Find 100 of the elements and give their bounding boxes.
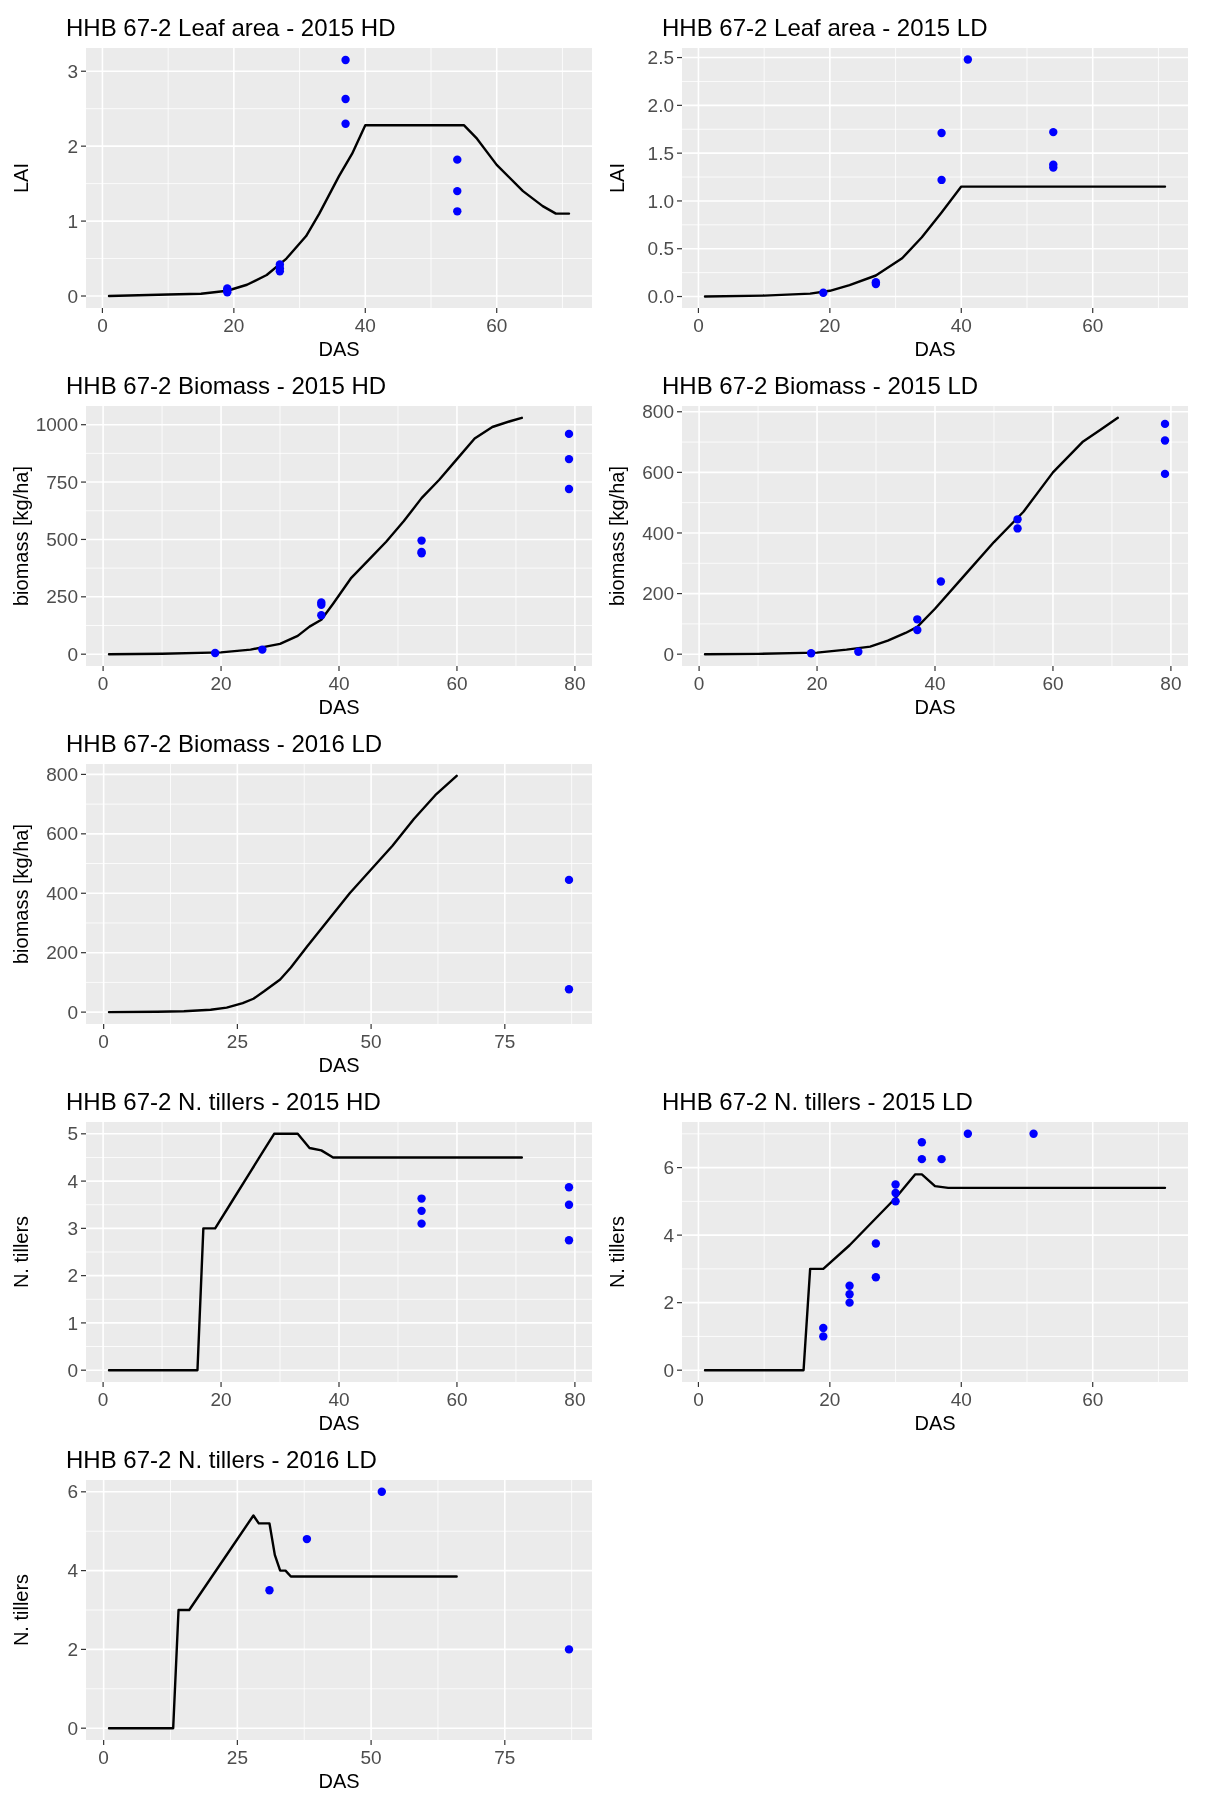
x-axis-title: DAS bbox=[914, 1412, 956, 1434]
x-tick-label: 60 bbox=[446, 673, 468, 694]
x-tick-label: 60 bbox=[1082, 315, 1104, 336]
point bbox=[845, 1281, 854, 1290]
point bbox=[210, 648, 220, 658]
point bbox=[937, 1154, 946, 1164]
y-tick-label: 5 bbox=[67, 1123, 78, 1145]
y-tick-label: 600 bbox=[46, 823, 78, 845]
point bbox=[417, 536, 426, 545]
x-tick-label: 0 bbox=[98, 1031, 109, 1052]
point bbox=[917, 1138, 927, 1147]
y-tick-label: 400 bbox=[46, 882, 78, 904]
point bbox=[891, 1180, 900, 1189]
y-tick-label: 800 bbox=[642, 401, 674, 423]
x-axis-title: DAS bbox=[914, 696, 956, 718]
point bbox=[1160, 419, 1170, 429]
y-tick-label: 500 bbox=[46, 529, 78, 551]
x-tick-label: 25 bbox=[226, 1747, 248, 1768]
x-tick-label: 50 bbox=[360, 1031, 382, 1052]
point bbox=[819, 288, 828, 297]
x-tick-label: 80 bbox=[1160, 673, 1182, 694]
point bbox=[453, 155, 462, 164]
y-tick-label: 2 bbox=[663, 1292, 674, 1314]
chart-title: HHB 67-2 Leaf area - 2015 HD bbox=[66, 14, 396, 41]
x-tick-label: 75 bbox=[494, 1031, 516, 1052]
point bbox=[417, 1194, 426, 1203]
chart-title: HHB 67-2 N. tillers - 2016 LD bbox=[66, 1446, 377, 1473]
x-tick-label: 60 bbox=[446, 1389, 468, 1410]
point bbox=[819, 1323, 828, 1333]
point bbox=[564, 1645, 574, 1654]
point bbox=[453, 207, 462, 216]
y-tick-label: 400 bbox=[642, 522, 674, 544]
point bbox=[806, 649, 816, 658]
y-tick-label: 2 bbox=[67, 1265, 78, 1287]
x-tick-label: 60 bbox=[1082, 1389, 1104, 1410]
point bbox=[917, 1154, 927, 1164]
point bbox=[341, 55, 350, 65]
line-series bbox=[107, 1514, 458, 1730]
point bbox=[871, 1239, 881, 1248]
x-axis-title: DAS bbox=[318, 696, 360, 718]
point bbox=[564, 1200, 574, 1209]
y-tick-label: 3 bbox=[67, 60, 78, 82]
y-tick-label: 6 bbox=[663, 1157, 674, 1179]
point bbox=[1029, 1129, 1038, 1139]
line-series bbox=[107, 123, 571, 298]
chart-title: HHB 67-2 Biomass - 2015 HD bbox=[66, 372, 387, 399]
point bbox=[819, 1332, 828, 1341]
x-tick-label: 40 bbox=[924, 673, 946, 694]
y-tick-label: 1.0 bbox=[647, 190, 674, 212]
chart-title: HHB 67-2 N. tillers - 2015 HD bbox=[66, 1088, 381, 1115]
y-tick-label: 1.5 bbox=[647, 142, 674, 164]
y-tick-label: 0 bbox=[663, 1359, 674, 1381]
point bbox=[936, 577, 946, 586]
point bbox=[564, 454, 574, 464]
x-tick-label: 20 bbox=[819, 1389, 841, 1410]
y-axis-title: biomass [kg/ha] bbox=[10, 465, 32, 607]
x-axis-title: DAS bbox=[318, 1770, 360, 1792]
point bbox=[417, 1219, 426, 1228]
chart-title: HHB 67-2 Biomass - 2015 LD bbox=[662, 372, 979, 399]
x-tick-label: 75 bbox=[494, 1747, 516, 1768]
x-tick-label: 20 bbox=[819, 315, 841, 336]
point bbox=[258, 645, 267, 654]
y-tick-label: 3 bbox=[67, 1218, 78, 1240]
y-axis-title: LAI bbox=[606, 162, 628, 194]
y-tick-label: 0 bbox=[67, 285, 78, 307]
y-tick-label: 1 bbox=[67, 210, 78, 232]
x-tick-label: 60 bbox=[1042, 673, 1064, 694]
x-tick-label: 60 bbox=[486, 315, 508, 336]
point bbox=[341, 119, 350, 128]
x-tick-label: 40 bbox=[328, 1389, 350, 1410]
x-tick-label: 40 bbox=[950, 1389, 972, 1410]
point bbox=[1013, 524, 1022, 533]
point bbox=[891, 1188, 900, 1198]
point bbox=[913, 615, 922, 624]
x-tick-label: 40 bbox=[950, 315, 972, 336]
point bbox=[317, 610, 326, 620]
y-tick-label: 0 bbox=[67, 1001, 78, 1023]
point bbox=[265, 1586, 274, 1595]
y-tick-label: 800 bbox=[46, 764, 78, 786]
x-tick-label: 0 bbox=[97, 315, 108, 336]
point bbox=[564, 484, 574, 494]
y-tick-label: 1000 bbox=[35, 414, 78, 436]
line-series bbox=[703, 416, 1120, 656]
point bbox=[913, 625, 922, 635]
x-tick-label: 20 bbox=[223, 315, 245, 336]
point bbox=[845, 1298, 854, 1307]
x-axis-title: DAS bbox=[318, 1054, 360, 1076]
point bbox=[963, 1129, 973, 1139]
y-tick-label: 0 bbox=[67, 643, 78, 665]
y-tick-label: 2.0 bbox=[647, 95, 674, 116]
point bbox=[891, 1197, 900, 1206]
point bbox=[871, 1273, 881, 1282]
point bbox=[564, 1235, 574, 1245]
y-tick-label: 4 bbox=[663, 1224, 675, 1246]
x-axis-title: DAS bbox=[318, 1412, 360, 1434]
x-tick-label: 0 bbox=[98, 1747, 109, 1768]
x-tick-label: 0 bbox=[97, 673, 109, 694]
point bbox=[341, 94, 350, 104]
point bbox=[854, 647, 863, 656]
y-tick-label: 0 bbox=[67, 1717, 78, 1739]
